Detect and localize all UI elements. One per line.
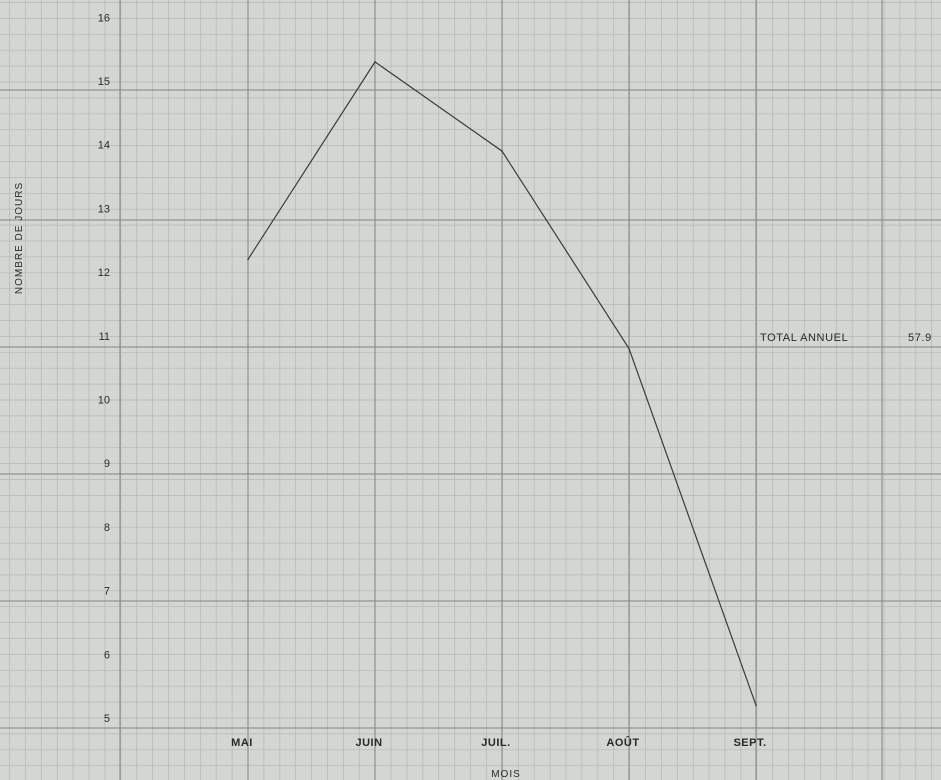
data-point <box>374 61 376 63</box>
x-axis-category-labels: MAI JUIN JUIL. AOÛT SEPT. <box>231 736 766 749</box>
y-tick-label: 12 <box>98 267 110 279</box>
data-point <box>247 258 249 261</box>
x-tick-label: JUIN <box>355 737 382 749</box>
total-annual-value: 57.9 <box>908 332 932 344</box>
data-point <box>628 347 630 350</box>
data-point <box>501 150 503 152</box>
total-annual-label: TOTAL ANNUEL <box>760 332 848 344</box>
series-group <box>247 61 757 707</box>
y-tick-label: 15 <box>98 76 110 88</box>
y-tick-label: 13 <box>98 203 110 215</box>
x-tick-label: JUIL. <box>481 737 510 749</box>
x-tick-label: MAI <box>231 737 253 749</box>
y-tick-label: 16 <box>98 12 110 24</box>
x-tick-label: SEPT. <box>733 737 766 749</box>
y-tick-label: 9 <box>104 458 110 470</box>
y-axis-label: NOMBRE DE JOURS <box>14 182 25 294</box>
data-point <box>755 704 757 707</box>
y-tick-label: 11 <box>99 331 110 343</box>
y-tick-label: 10 <box>98 395 110 407</box>
y-axis-tick-labels: 5 6 7 8 9 10 11 12 13 14 15 16 <box>98 12 110 725</box>
y-tick-label: 8 <box>104 522 110 534</box>
x-axis-label: MOIS <box>491 769 521 780</box>
x-tick-label: AOÛT <box>606 736 639 749</box>
y-tick-label: 7 <box>104 586 110 598</box>
y-tick-label: 5 <box>104 713 110 725</box>
y-tick-label: 6 <box>104 649 110 661</box>
y-tick-label: 14 <box>98 140 110 152</box>
